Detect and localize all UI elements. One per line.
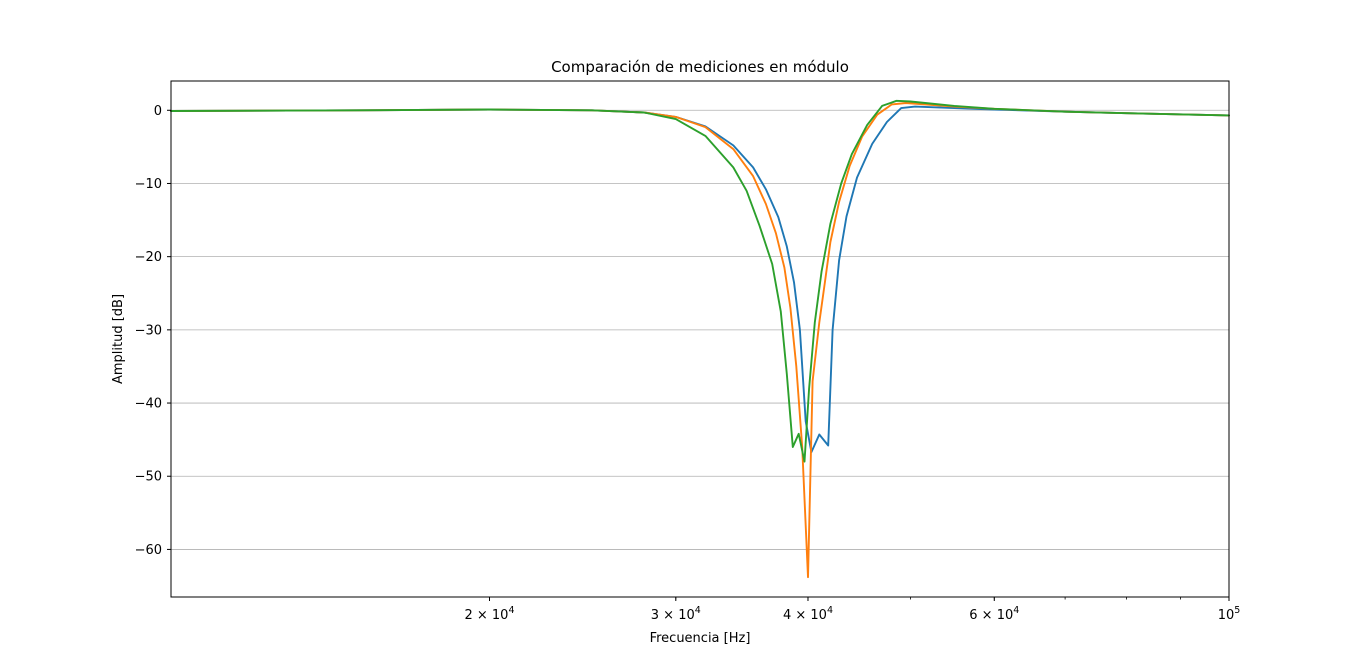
- y-tick-label: −50: [135, 470, 162, 485]
- y-tick-label: −30: [135, 323, 162, 338]
- tick-layer: 0 −10 −20 −30 −40 −50 −60 2 × 104 3 × 104 4 × 104…: [135, 104, 1241, 623]
- series-layer: [170, 99, 1230, 579]
- y-tick-label: −60: [135, 543, 162, 558]
- x-tick-label: 4 × 104: [783, 605, 833, 623]
- x-tick-label: 2 × 104: [464, 605, 514, 623]
- x-tick-label: 3 × 104: [651, 605, 701, 623]
- grid-layer: [171, 109, 1229, 550]
- plot-frame: [170, 80, 1230, 598]
- y-axis-label: Amplitud [dB]: [111, 294, 126, 384]
- y-tick-label: −10: [135, 177, 162, 192]
- x-tick-label: 6 × 104: [969, 605, 1019, 623]
- y-tick-label: −20: [135, 250, 162, 265]
- chart-title: Comparación de mediciones en módulo: [551, 58, 849, 76]
- series-line-2: [170, 102, 1230, 579]
- x-axis-label: Frecuencia [Hz]: [650, 631, 751, 646]
- y-tick-label: 0: [154, 104, 162, 119]
- y-tick-label: −40: [135, 397, 162, 412]
- series-line-3: [170, 99, 1230, 463]
